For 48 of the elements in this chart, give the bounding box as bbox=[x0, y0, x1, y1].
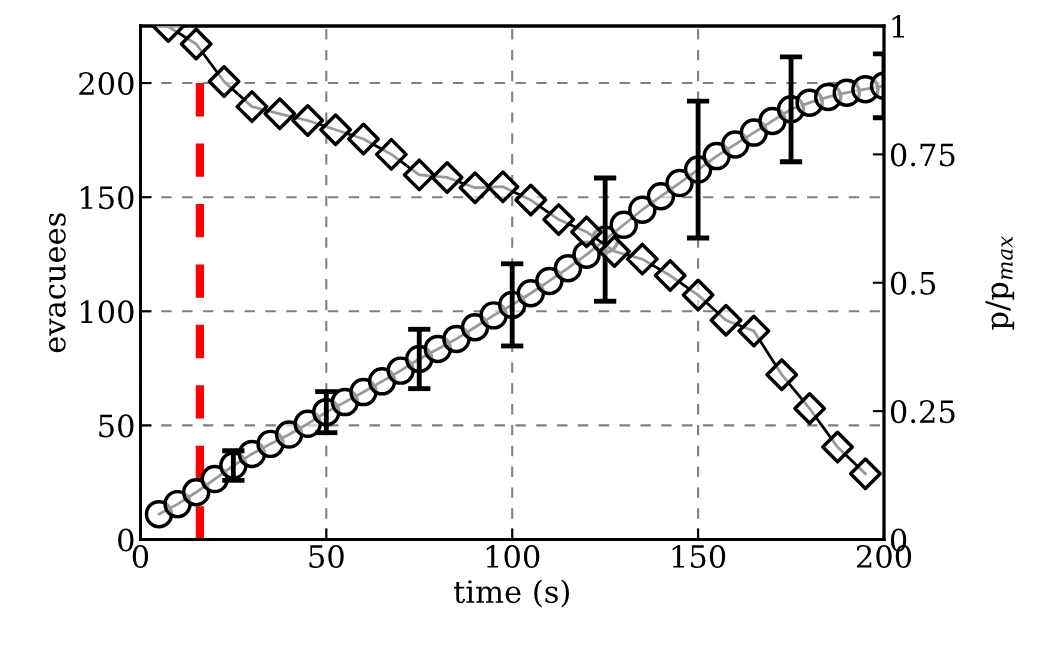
y2-tick-label: 1 bbox=[892, 14, 904, 38]
point bbox=[597, 234, 631, 268]
y-tick-label: 200 bbox=[79, 71, 134, 96]
point bbox=[374, 137, 408, 171]
point bbox=[721, 130, 750, 159]
point bbox=[628, 195, 657, 224]
y-tick-label: 0 bbox=[118, 528, 134, 552]
point bbox=[737, 314, 771, 348]
point bbox=[625, 242, 659, 276]
point bbox=[514, 183, 548, 217]
point bbox=[793, 392, 827, 426]
point bbox=[553, 253, 583, 283]
point bbox=[179, 27, 213, 61]
point bbox=[646, 182, 676, 211]
point bbox=[430, 161, 464, 194]
y2-tick-label: 0.5 bbox=[890, 271, 936, 295]
point bbox=[681, 278, 715, 312]
point bbox=[402, 158, 436, 192]
point bbox=[709, 303, 743, 337]
point bbox=[486, 170, 520, 204]
y-tick-label: 100 bbox=[80, 300, 134, 324]
point bbox=[263, 97, 297, 131]
point bbox=[848, 457, 882, 491]
y2-tick-label: 0.25 bbox=[890, 400, 955, 424]
y2-axis-title: p/p$_{max}$ bbox=[985, 236, 1015, 330]
point bbox=[653, 259, 687, 293]
y-axis-title: evacuees bbox=[49, 213, 66, 353]
x-tick-label: 50 bbox=[309, 544, 344, 569]
point bbox=[609, 210, 638, 240]
y-tick-label: 150 bbox=[80, 186, 134, 210]
point bbox=[235, 90, 269, 124]
point bbox=[319, 113, 353, 147]
point bbox=[291, 104, 325, 137]
y2-tick-label: 0.75 bbox=[890, 143, 955, 167]
point bbox=[535, 266, 564, 296]
y-tick-label: 50 bbox=[99, 414, 134, 438]
point bbox=[570, 215, 604, 249]
point bbox=[347, 122, 380, 156]
point bbox=[542, 203, 576, 237]
x-axis-title: time (s) bbox=[453, 579, 569, 608]
x-tick-label: 100 bbox=[486, 544, 540, 569]
point bbox=[765, 358, 799, 392]
point bbox=[821, 430, 854, 464]
point bbox=[207, 64, 241, 98]
x-tick-label: 150 bbox=[672, 544, 726, 569]
point bbox=[458, 171, 492, 205]
point bbox=[665, 168, 694, 198]
point bbox=[181, 478, 211, 507]
